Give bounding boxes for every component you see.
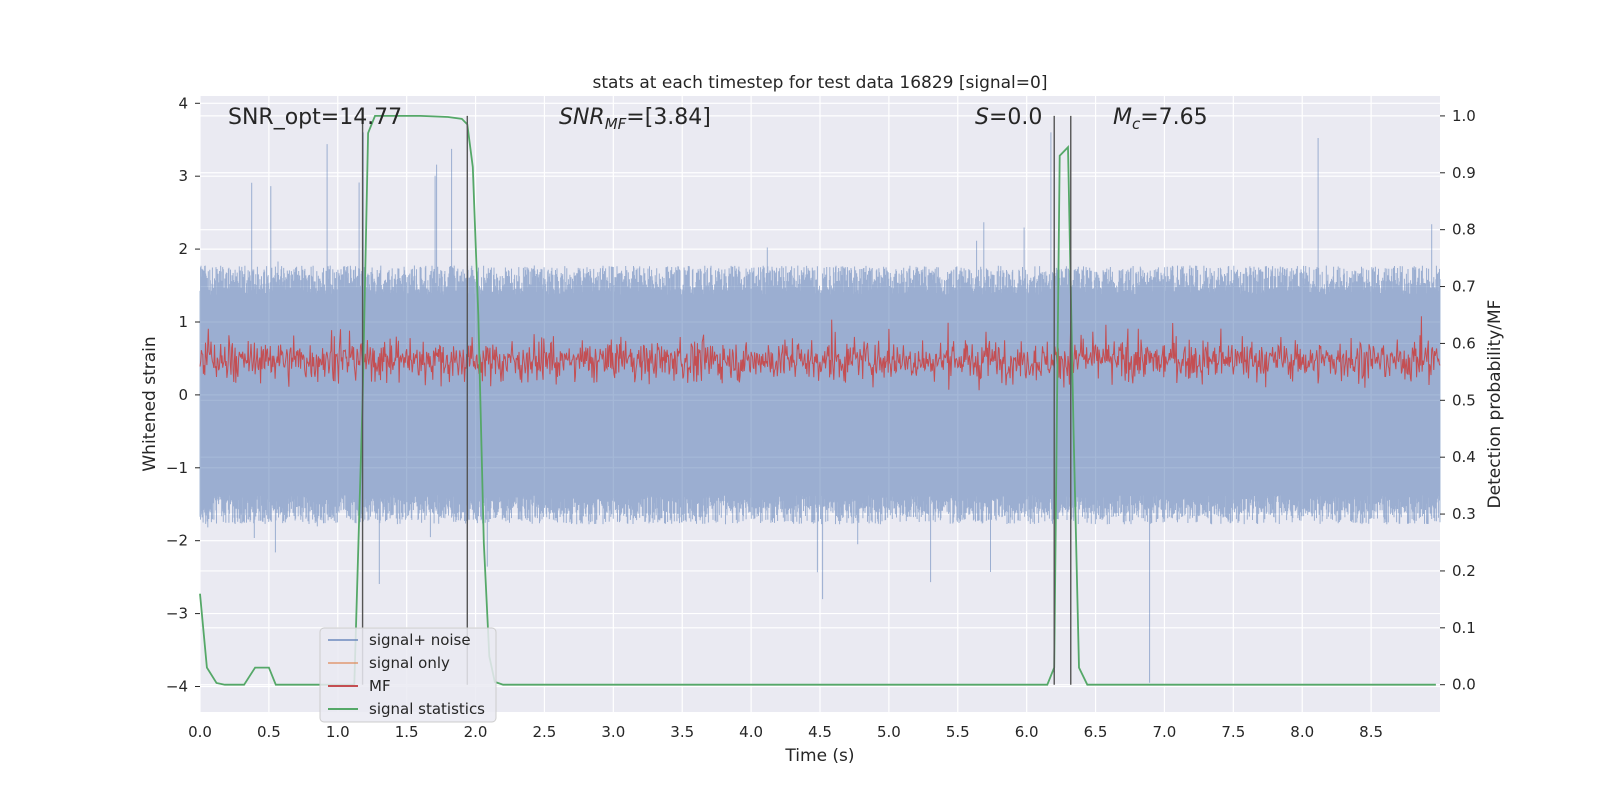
x-axis-label: Time (s) [784,746,854,766]
annotation-mc: Mc=7.65 [1113,105,1208,133]
y-tick-label: −3 [166,605,188,623]
legend-label-signal-only: signal only [369,654,450,672]
x-tick-label: 3.5 [670,723,694,741]
y-right-tick-label: 0.3 [1452,505,1476,523]
x-tick-label: 5.0 [877,723,901,741]
x-tick-label: 8.0 [1290,723,1314,741]
x-tick-label: 0.0 [188,723,212,741]
y-right-tick-label: 0.5 [1452,391,1476,409]
y-right-tick-label: 0.6 [1452,334,1476,352]
y-right-tick-label: 0.4 [1452,448,1476,466]
y-tick-label: −2 [166,532,188,550]
y-tick-label: 1 [178,313,188,331]
chart-title: stats at each timestep for test data 168… [593,73,1048,93]
x-tick-label: 2.0 [464,723,488,741]
x-tick-label: 4.5 [808,723,832,741]
y-right-tick-label: 0.2 [1452,562,1476,580]
x-tick-label: 8.5 [1359,723,1383,741]
mf-line [199,316,1441,391]
x-tick-label: 0.5 [257,723,281,741]
y-ticks-left: 4 3 2 1 0 −1 −2 −3 −4 [166,94,200,695]
y-right-tick-label: 0.9 [1452,164,1476,182]
y-right-tick-label: 1.0 [1452,107,1476,125]
annotation-snr-opt: SNR_opt=14.77 [228,105,402,130]
signal-statistics-series [199,115,1436,686]
annotation-s: S=0.0 [975,105,1042,130]
x-tick-label: 7.5 [1221,723,1245,741]
legend-label-mf: MF [369,677,391,695]
legend-label-signal-noise: signal+ noise [369,631,471,649]
x-tick-label: 6.5 [1084,723,1108,741]
y-tick-label: 3 [178,167,188,185]
mf-series [199,316,1441,391]
signal-noise-series [199,132,1441,683]
x-tick-label: 4.0 [739,723,763,741]
x-tick-label: 5.5 [946,723,970,741]
y-tick-label: −4 [166,677,188,695]
y-tick-label: −1 [166,459,188,477]
x-tick-label: 3.0 [601,723,625,741]
y-ticks-right: 1.0 0.9 0.8 0.7 0.6 0.5 0.4 0.3 0.2 0.1 0.0 [1440,107,1476,694]
x-ticks: 0.0 0.5 1.0 1.5 2.0 2.5 3.0 3.5 4.0 4.5 5.0 5.5 6.0 6… [188,723,1383,741]
x-tick-label: 7.0 [1153,723,1177,741]
y-tick-label: 0 [178,386,188,404]
y-right-tick-label: 0.8 [1452,221,1476,239]
annotation-snr-mf: SNRMF=[3.84] [559,105,711,133]
y-right-tick-label: 0.1 [1452,619,1476,637]
detection-markers [361,115,1072,685]
signal-statistics-line [199,115,1436,686]
y-right-tick-label: 0.7 [1452,278,1476,296]
y-right-tick-label: 0.0 [1452,676,1476,694]
x-tick-label: 2.5 [533,723,557,741]
x-tick-label: 6.0 [1015,723,1039,741]
y-tick-label: 4 [178,94,188,112]
x-tick-label: 1.5 [395,723,419,741]
legend: signal+ noise signal only MF signal stat… [319,627,497,723]
legend-box [319,627,497,723]
y-tick-label: 2 [178,240,188,258]
y-axis-label-right: Detection probability/MF [1485,300,1505,509]
signal-noise-line [199,132,1441,683]
x-tick-label: 1.0 [326,723,350,741]
legend-label-signal-statistics: signal statistics [369,700,485,718]
y-axis-label: Whitened strain [140,336,160,471]
